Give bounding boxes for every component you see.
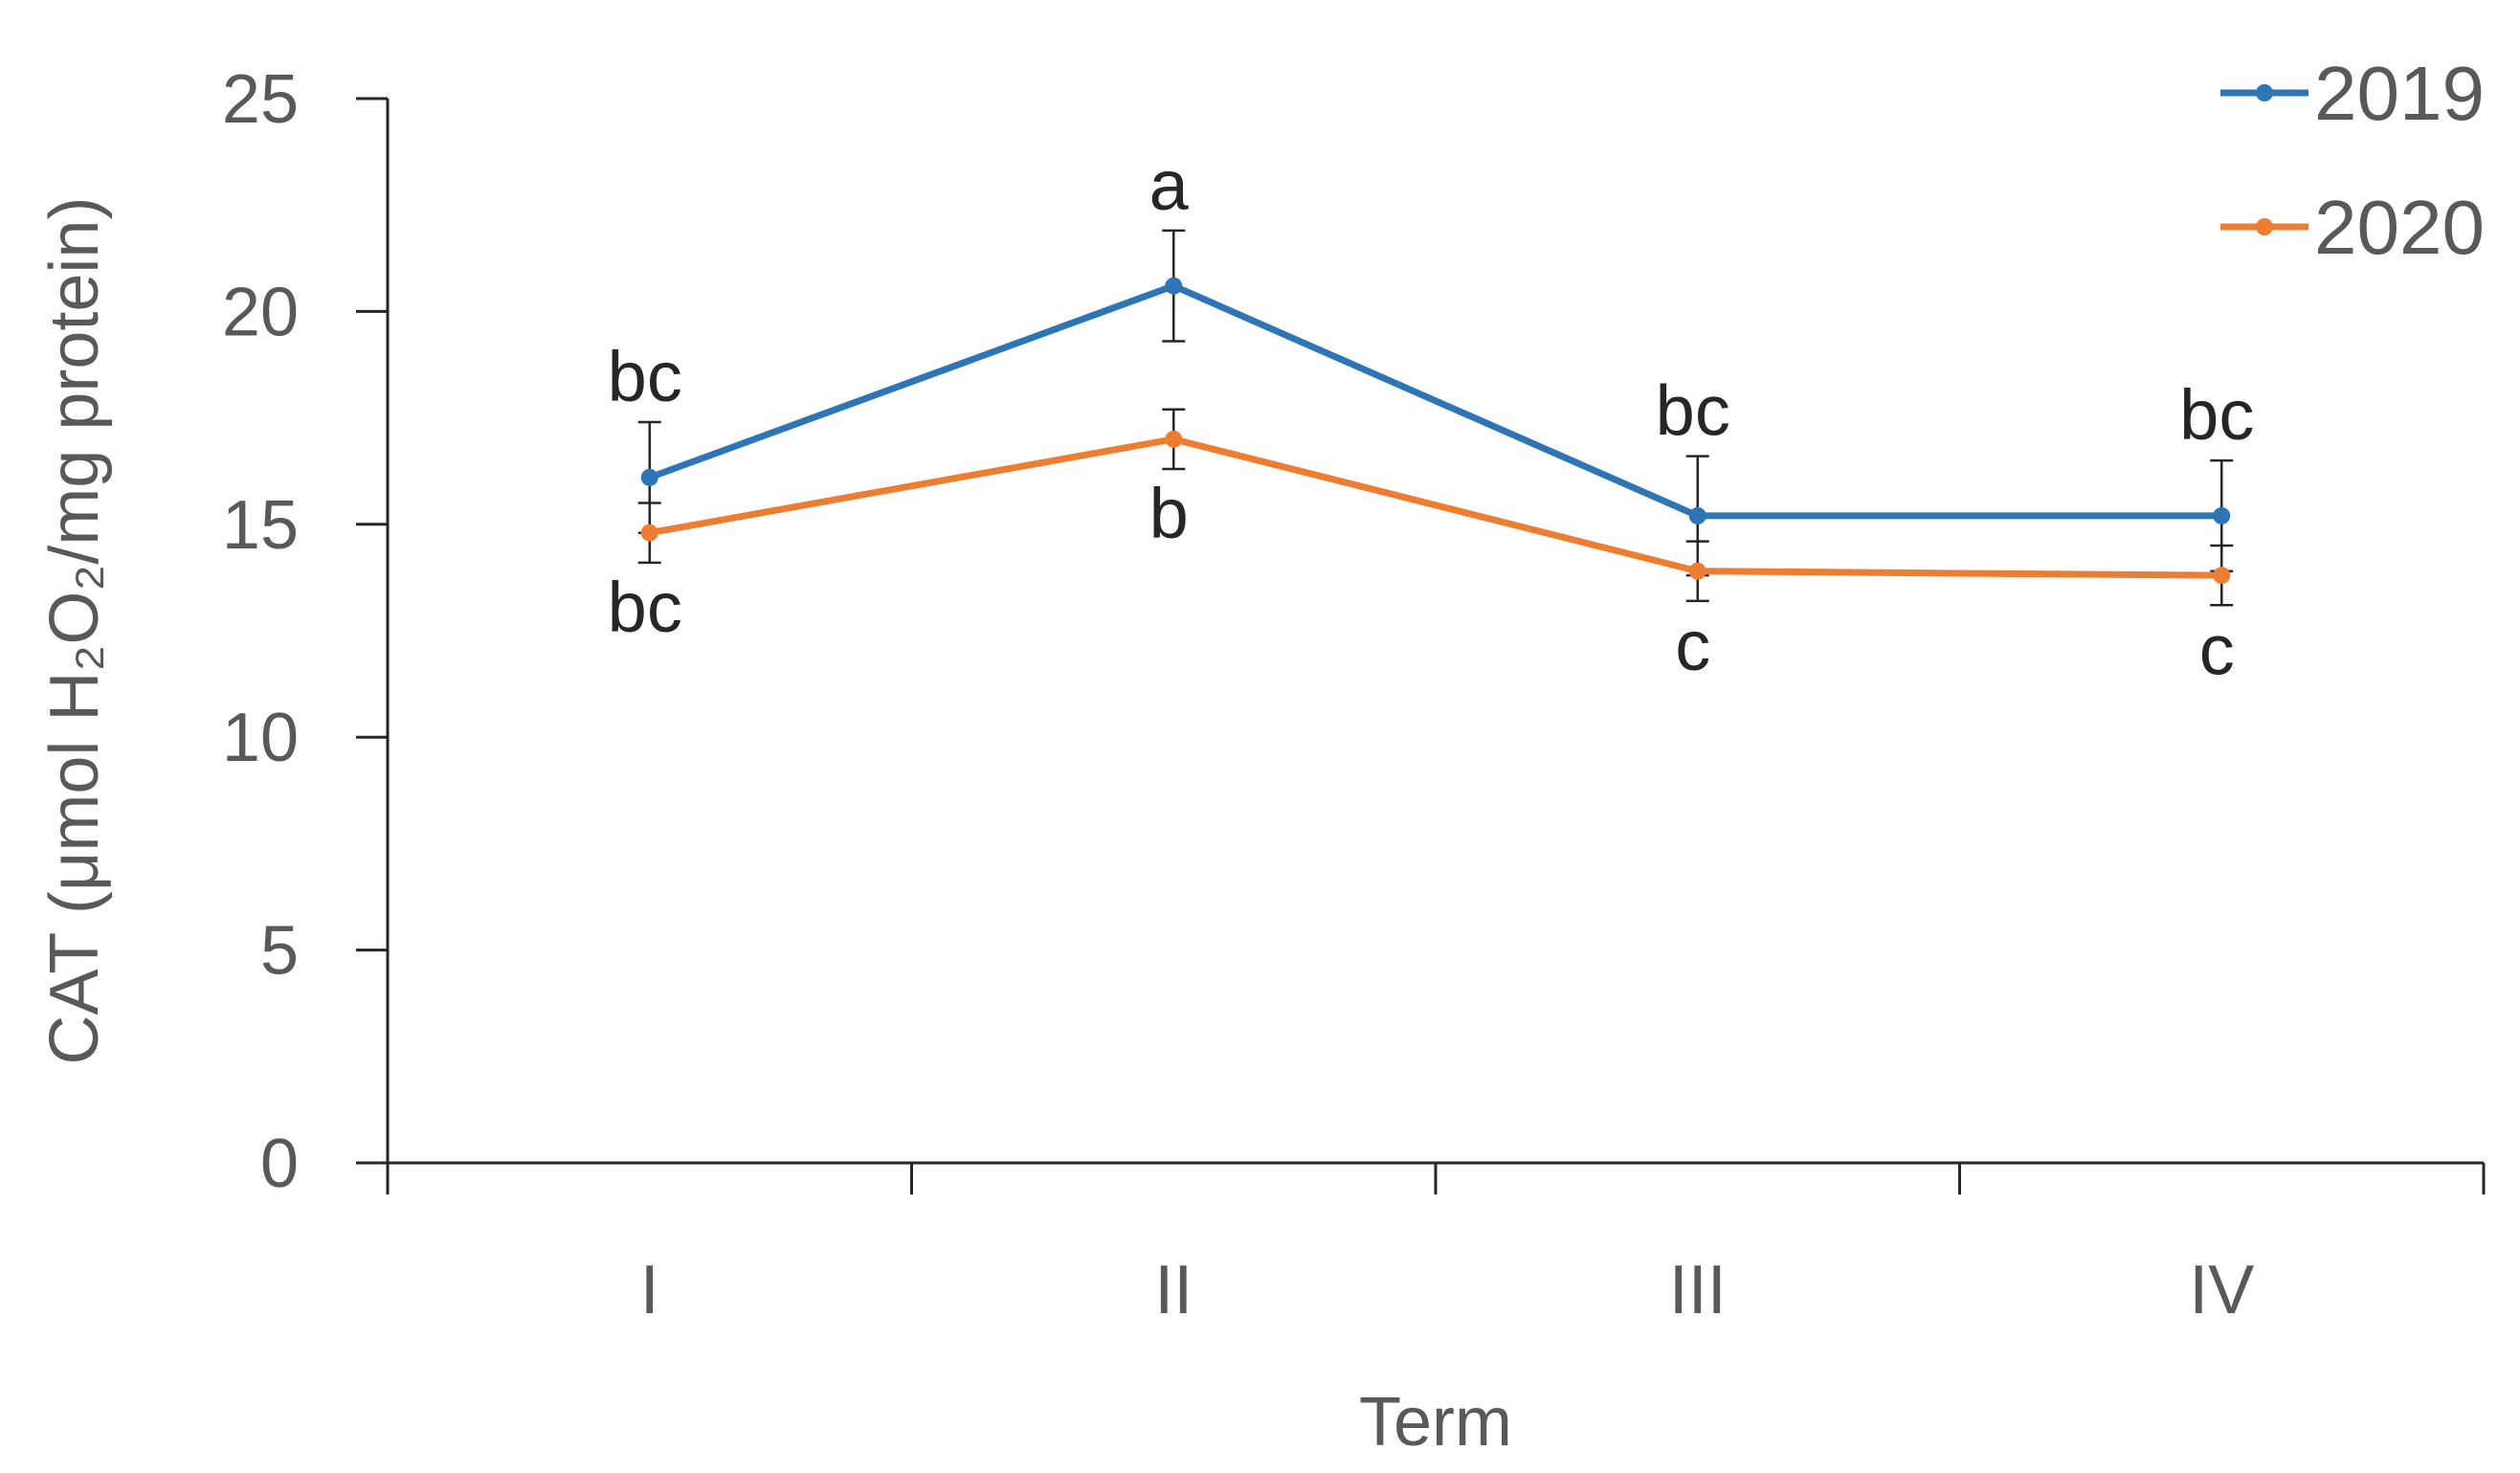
significance-label: bc xyxy=(608,337,682,416)
y-ticks: 0 5 10 15 20 25 xyxy=(222,61,388,1202)
legend: 2019 2020 xyxy=(2220,51,2485,270)
legend-swatch-marker xyxy=(2256,218,2273,235)
y-tick-label: 15 xyxy=(222,487,299,564)
axes xyxy=(356,99,2484,1165)
data-point xyxy=(1688,506,1706,524)
x-ticks: I II III IV xyxy=(386,1163,2486,1328)
series-line xyxy=(648,282,2222,520)
x-tick-label: IV xyxy=(2189,1252,2254,1328)
data-point xyxy=(640,524,658,542)
data-point xyxy=(2213,567,2231,585)
significance-label: a xyxy=(1149,145,1190,225)
x-axis-title: Term xyxy=(1359,1384,1512,1461)
legend-item: 2019 xyxy=(2220,51,2485,136)
y-tick-label: 5 xyxy=(260,913,299,990)
x-tick-label: I xyxy=(640,1252,659,1328)
legend-item: 2020 xyxy=(2220,185,2485,270)
significance-label: bc xyxy=(1656,371,1730,451)
legend-label: 2019 xyxy=(2314,51,2485,136)
x-tick-label: II xyxy=(1154,1252,1193,1328)
significance-label: b xyxy=(1149,474,1189,553)
data-point xyxy=(1165,277,1183,295)
data-point xyxy=(1688,562,1706,580)
data-point xyxy=(1165,430,1183,448)
y-tick-label: 25 xyxy=(222,61,299,138)
y-tick-label: 10 xyxy=(222,700,299,776)
y-tick-label: 20 xyxy=(222,274,299,350)
x-tick-label: III xyxy=(1669,1252,1727,1328)
legend-label: 2020 xyxy=(2314,185,2485,270)
significance-label: bc xyxy=(608,568,682,647)
legend-swatch-marker xyxy=(2256,84,2273,101)
data-point xyxy=(640,468,658,486)
series-line xyxy=(649,435,2222,579)
data-point xyxy=(2213,506,2231,524)
significance-label: bc xyxy=(2179,375,2254,455)
y-axis-title: CAT (μmol H₂O₂/mg protein) xyxy=(36,197,113,1065)
significance-label: c xyxy=(1675,606,1710,685)
significance-label: c xyxy=(2199,610,2235,689)
series-2019: bc a bc bc xyxy=(608,145,2254,577)
y-tick-label: 0 xyxy=(260,1126,299,1202)
